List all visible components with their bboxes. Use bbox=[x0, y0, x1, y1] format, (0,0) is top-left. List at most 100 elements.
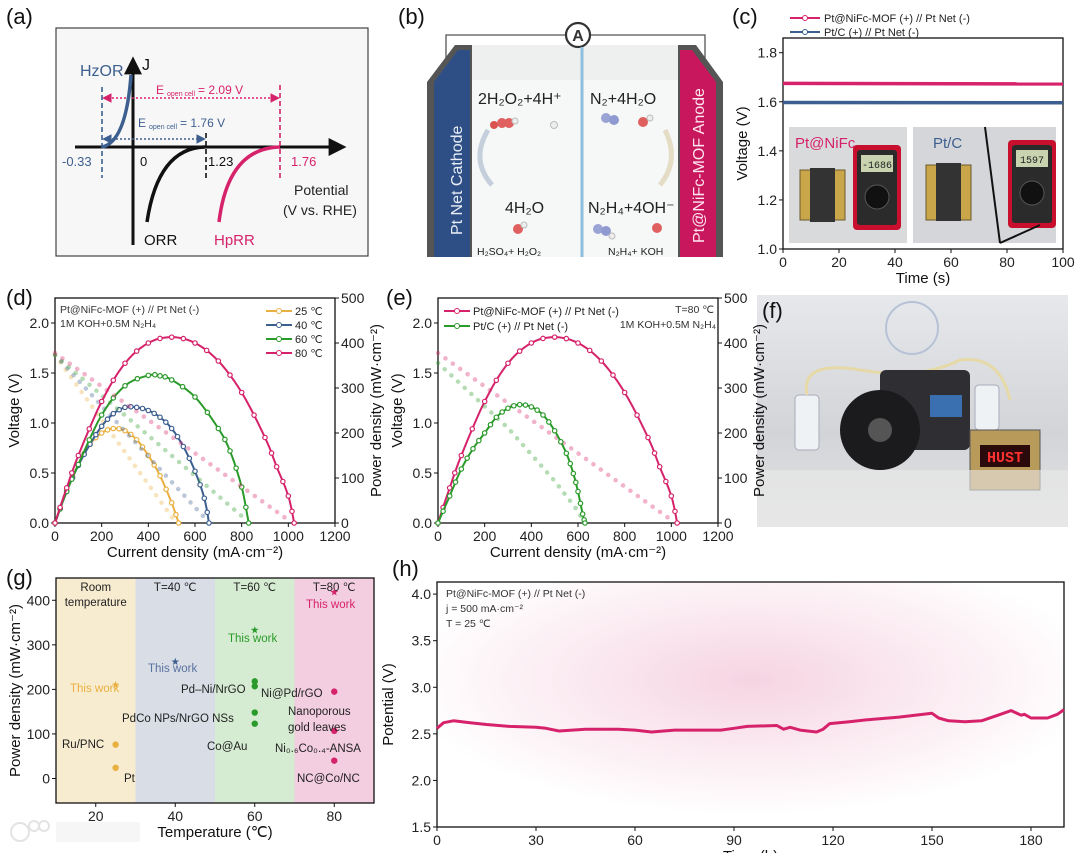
power-point bbox=[582, 520, 588, 526]
y-tick-label: 1.5 bbox=[413, 365, 433, 381]
y-tick-label: 1.0 bbox=[30, 415, 50, 431]
chart-annotation: Pt@NiFc-MOF (+) // Pt Net (-) bbox=[60, 304, 199, 316]
molecule-icons bbox=[490, 113, 662, 240]
power-point bbox=[567, 460, 574, 467]
power-point bbox=[110, 395, 117, 401]
y2-tick-label: 0 bbox=[724, 515, 732, 531]
power-point bbox=[98, 398, 105, 405]
watermark-logo bbox=[10, 820, 140, 842]
x-tick-label: 40 bbox=[887, 254, 903, 270]
power-point bbox=[122, 427, 128, 434]
power-point bbox=[243, 504, 249, 511]
chart-h: 0 30 60 90 120 150 180 1.5 2.0 2.5 3.0 3.5 4.0 Time (… bbox=[380, 581, 1065, 853]
panel-label-h: (h) bbox=[392, 556, 419, 581]
power-point bbox=[528, 340, 535, 346]
power-point bbox=[476, 437, 482, 444]
power-point bbox=[464, 455, 470, 461]
voltage-curve bbox=[435, 360, 585, 523]
x-axis-label: Time (s) bbox=[896, 270, 950, 287]
power-point bbox=[151, 462, 157, 468]
power-point bbox=[651, 450, 658, 456]
data-point-star bbox=[330, 588, 339, 596]
x-tick-label: 200 bbox=[473, 528, 497, 544]
power-point bbox=[262, 434, 268, 441]
power-point bbox=[645, 434, 651, 441]
plot-frame bbox=[782, 37, 1064, 250]
power-point bbox=[145, 407, 152, 414]
photo-left-label: Pt@NiFc bbox=[795, 135, 856, 152]
power-point bbox=[238, 389, 245, 396]
power-point bbox=[551, 427, 558, 434]
power-point bbox=[280, 478, 286, 485]
point-label: gold leaves bbox=[288, 722, 346, 734]
tick-0: 0 bbox=[140, 154, 147, 169]
legend-label: Pt/C (+) // Pt Net (-) bbox=[824, 27, 919, 39]
power-point bbox=[145, 340, 152, 346]
x-tick-label: 400 bbox=[137, 528, 161, 544]
y2-axis-label: Power density (mW·cm⁻²) bbox=[368, 324, 385, 497]
x-tick-label: 40 bbox=[167, 808, 183, 824]
x-tick-label: 180 bbox=[1019, 832, 1043, 848]
tick-minus-0-33: -0.33 bbox=[62, 154, 92, 169]
power-point bbox=[238, 484, 245, 490]
power-point bbox=[104, 427, 111, 433]
plot-frame bbox=[436, 581, 1065, 828]
voltage-curve bbox=[52, 352, 249, 523]
power-point bbox=[233, 465, 239, 471]
power-point bbox=[139, 444, 146, 450]
x-tick-label: 1000 bbox=[273, 528, 304, 544]
power-point bbox=[499, 409, 505, 415]
data-point bbox=[331, 688, 338, 695]
power-point bbox=[86, 437, 93, 443]
legend-label: 60 ℃ bbox=[295, 334, 323, 346]
power-point bbox=[110, 410, 117, 417]
chamber-top bbox=[470, 45, 680, 80]
voltage-curve bbox=[52, 352, 209, 523]
ammeter-circle bbox=[564, 21, 592, 49]
point-label: This work bbox=[228, 633, 277, 645]
x-tick-label: 120 bbox=[821, 832, 845, 848]
power-point bbox=[598, 358, 605, 364]
power-point bbox=[285, 493, 292, 499]
power-point bbox=[86, 426, 93, 432]
data-point bbox=[251, 683, 258, 690]
data-point-star bbox=[171, 657, 180, 665]
j-axis-label: J bbox=[142, 57, 150, 74]
hprr-label: HpRR bbox=[214, 232, 255, 249]
y2-tick-label: 100 bbox=[341, 470, 365, 486]
power-point bbox=[168, 499, 175, 506]
university-seal bbox=[885, 301, 939, 355]
y-axis-label: Power density (mW·cm⁻²) bbox=[7, 604, 24, 777]
power-point bbox=[122, 404, 128, 411]
data-point bbox=[112, 764, 119, 772]
cathode-label: Pt Net Cathode bbox=[449, 126, 466, 236]
power-point bbox=[516, 348, 523, 354]
anode-label: Pt@NiFc-MOF Anode bbox=[691, 88, 708, 243]
power-point bbox=[98, 412, 105, 418]
y2-tick-label: 300 bbox=[341, 380, 365, 396]
y-tick-label: 1.0 bbox=[413, 415, 433, 431]
point-label: NC@Co/NC bbox=[297, 773, 360, 785]
power-point bbox=[201, 495, 208, 502]
power-point bbox=[522, 402, 529, 408]
legend-marker bbox=[802, 29, 808, 35]
orr-label: ORR bbox=[144, 232, 178, 249]
power-point bbox=[186, 455, 193, 462]
power-point bbox=[122, 382, 128, 389]
cathode-cycle-arrow bbox=[477, 128, 494, 187]
data-point-star bbox=[250, 626, 259, 634]
power-point bbox=[575, 488, 581, 495]
power-point bbox=[157, 472, 163, 479]
y-tick-label: 1.5 bbox=[30, 365, 50, 381]
potential-curve bbox=[436, 708, 1065, 734]
power-point bbox=[145, 452, 152, 459]
legend-marker bbox=[276, 350, 282, 356]
power-point bbox=[663, 478, 669, 485]
legend-marker bbox=[276, 322, 282, 328]
y-tick-label: 400 bbox=[27, 592, 51, 608]
point-label: Ni@Pd/rGO bbox=[261, 688, 323, 700]
x-tick-label: 0 bbox=[51, 528, 59, 544]
hzor-label: HzOR bbox=[80, 63, 124, 80]
